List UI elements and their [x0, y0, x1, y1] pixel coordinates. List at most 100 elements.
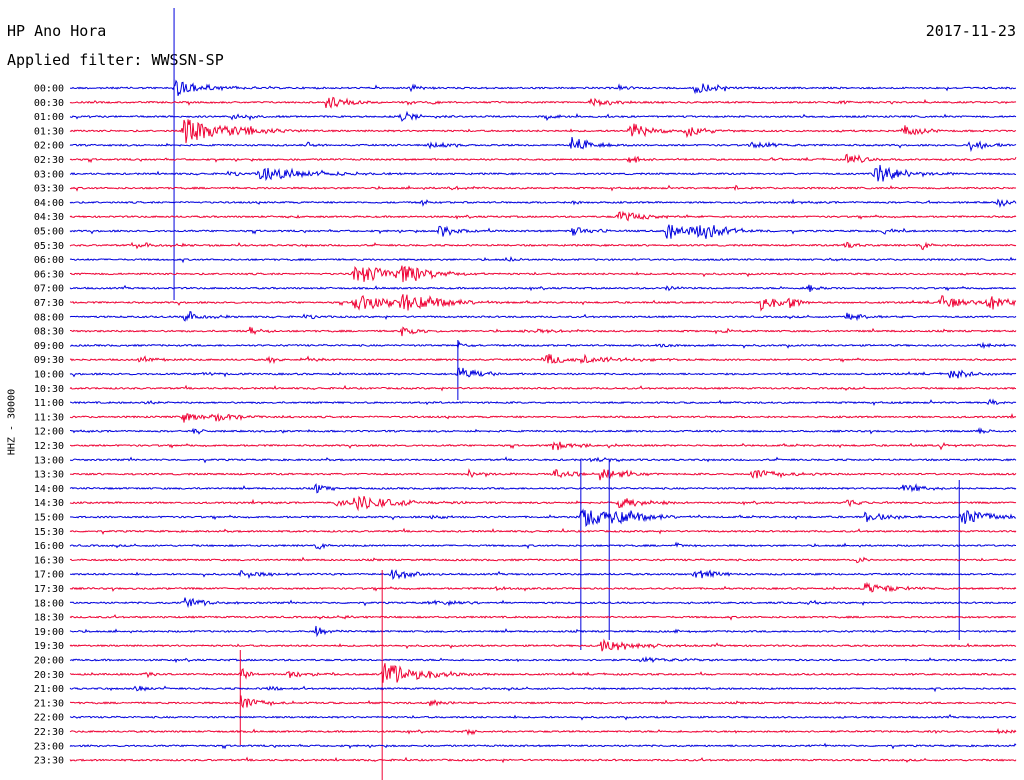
time-label-1600: 16:00 — [34, 541, 64, 552]
time-label-1630: 16:30 — [34, 555, 64, 566]
time-label-0500: 05:00 — [34, 227, 64, 238]
filter-label: Applied filter: WWSSN-SP — [7, 51, 224, 69]
time-label-2130: 21:30 — [34, 698, 64, 709]
time-label-0130: 01:30 — [34, 126, 64, 137]
time-label-1400: 14:00 — [34, 484, 64, 495]
trace-2230 — [69, 727, 1017, 736]
date-label: 2017-11-23 — [925, 22, 1016, 40]
time-label-2100: 21:00 — [34, 684, 64, 695]
trace-1230 — [70, 441, 1017, 451]
trace-2300 — [69, 742, 1017, 750]
time-label-0000: 00:00 — [34, 84, 64, 95]
time-label-1230: 12:30 — [34, 441, 64, 452]
time-labels: 00:00 00:30 01:00 01:30 02:00 02:30 03:00 03:30… — [34, 84, 64, 767]
time-label-2330: 23:30 — [34, 756, 64, 767]
trace-0430 — [69, 210, 1017, 222]
trace-0530 — [69, 241, 1017, 251]
time-label-1830: 18:30 — [34, 613, 64, 624]
trace-1300 — [69, 456, 1017, 464]
trace-1530 — [69, 527, 1017, 535]
time-label-1900: 19:00 — [34, 627, 64, 638]
trace-2200 — [69, 713, 1017, 721]
trace-1800 — [69, 597, 1016, 609]
time-label-0930: 09:30 — [34, 355, 64, 366]
time-label-0900: 09:00 — [34, 341, 64, 352]
time-label-1430: 14:30 — [34, 498, 64, 509]
trace-0500 — [69, 224, 1017, 239]
trace-1830 — [69, 614, 1016, 621]
trace-0900 — [69, 340, 1017, 350]
time-label-2230: 22:30 — [34, 727, 64, 738]
time-label-0200: 02:00 — [34, 141, 64, 152]
trace-2100 — [69, 685, 1017, 693]
time-label-1000: 10:00 — [34, 370, 64, 381]
trace-0130 — [69, 119, 1017, 144]
time-label-0400: 04:00 — [34, 198, 64, 209]
trace-2330 — [69, 756, 1017, 764]
time-label-0800: 08:00 — [34, 312, 64, 323]
time-label-1700: 17:00 — [34, 570, 64, 581]
time-label-1730: 17:30 — [34, 584, 64, 595]
trace-1900 — [69, 625, 1017, 638]
trace-0700 — [69, 284, 1017, 292]
trace-1930 — [69, 638, 1017, 652]
trace-1500 — [69, 508, 1016, 527]
time-label-0830: 08:30 — [34, 327, 64, 338]
trace-0100 — [69, 110, 1017, 122]
time-label-0300: 03:00 — [34, 169, 64, 180]
trace-0930 — [69, 353, 1017, 365]
trace-0030 — [69, 96, 1017, 109]
trace-0830 — [70, 326, 1017, 337]
trace-0600 — [69, 255, 1017, 264]
trace-1000 — [69, 367, 1017, 379]
time-label-0630: 06:30 — [34, 269, 64, 280]
time-label-2300: 23:00 — [34, 741, 64, 752]
trace-1730 — [69, 581, 1017, 593]
time-label-2000: 20:00 — [34, 656, 64, 667]
time-label-0230: 02:30 — [34, 155, 64, 166]
station-title: HP Ano Hora — [7, 22, 107, 40]
trace-1600 — [69, 541, 1016, 550]
trace-2000 — [69, 655, 1017, 664]
time-label-0330: 03:30 — [34, 184, 64, 195]
trace-0230 — [69, 153, 1017, 164]
trace-0630 — [69, 265, 1017, 283]
time-label-2030: 20:30 — [34, 670, 64, 681]
time-label-0030: 00:30 — [34, 98, 64, 109]
trace-0200 — [69, 137, 1017, 153]
trace-1400 — [69, 483, 1017, 494]
time-label-1800: 18:00 — [34, 598, 64, 609]
trace-1130 — [69, 412, 1017, 423]
trace-0730 — [69, 294, 1017, 312]
time-label-1530: 15:30 — [34, 527, 64, 538]
time-label-1030: 10:30 — [34, 384, 64, 395]
time-label-1300: 13:00 — [34, 455, 64, 466]
time-label-1130: 11:30 — [34, 412, 64, 423]
trace-0300 — [69, 164, 1017, 182]
time-label-1200: 12:00 — [34, 427, 64, 438]
trace-1030 — [69, 384, 1017, 392]
trace-0330 — [69, 184, 1017, 192]
time-label-2200: 22:00 — [34, 713, 64, 724]
time-label-1500: 15:00 — [34, 513, 64, 524]
time-label-0100: 01:00 — [34, 112, 64, 123]
trace-1430 — [69, 495, 1017, 512]
trace-2130 — [69, 695, 1017, 709]
time-label-0730: 07:30 — [34, 298, 64, 309]
time-label-1330: 13:30 — [34, 470, 64, 481]
trace-0000 — [70, 79, 1016, 96]
time-label-1930: 19:30 — [34, 641, 64, 652]
trace-layer — [69, 8, 1017, 780]
trace-1700 — [70, 569, 1017, 581]
trace-1630 — [69, 556, 1016, 564]
trace-2030 — [69, 663, 1017, 683]
time-label-1100: 11:00 — [34, 398, 64, 409]
time-label-0600: 06:00 — [34, 255, 64, 266]
trace-1200 — [70, 427, 1017, 435]
time-label-0430: 04:30 — [34, 212, 64, 223]
trace-1330 — [69, 468, 1017, 481]
time-label-0530: 05:30 — [34, 241, 64, 252]
trace-0400 — [69, 198, 1017, 209]
trace-0800 — [69, 310, 1017, 322]
